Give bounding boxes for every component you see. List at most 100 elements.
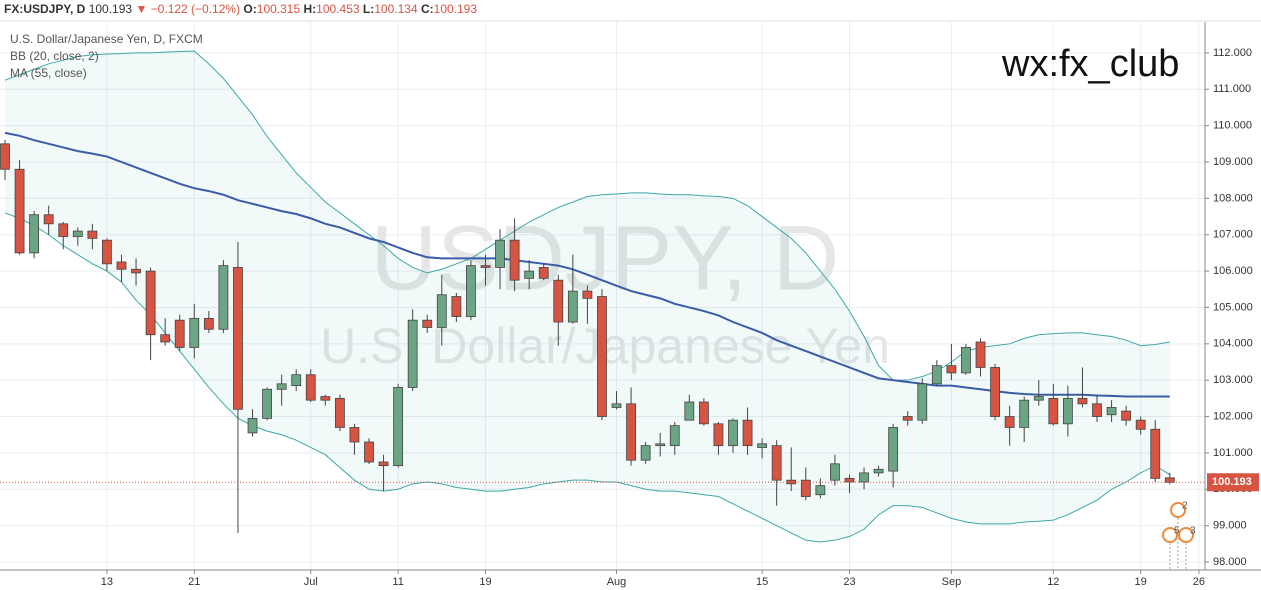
y-tick-label: 110.000 bbox=[1213, 120, 1252, 132]
ohlc-label: C: bbox=[421, 2, 434, 16]
candle-body bbox=[1004, 416, 1015, 428]
candle-body bbox=[873, 468, 884, 474]
y-tick-label: 108.000 bbox=[1213, 192, 1253, 204]
candle-body bbox=[902, 416, 913, 421]
candle-body bbox=[451, 296, 462, 317]
y-tick-label: 98.000 bbox=[1213, 556, 1247, 568]
arrow: ▼ bbox=[135, 2, 147, 16]
event-label: 5 bbox=[1174, 526, 1180, 537]
ohlc-value: 100.315 bbox=[257, 2, 301, 16]
candle-body bbox=[480, 265, 491, 268]
candle-body bbox=[567, 290, 578, 323]
candle-body bbox=[1019, 399, 1030, 428]
last-price-tag bbox=[1207, 473, 1259, 492]
candle-body bbox=[436, 294, 447, 328]
candle-body bbox=[626, 403, 636, 461]
last-price-label: 100.193 bbox=[1212, 476, 1252, 488]
symbol: FX:USDJPY, D bbox=[4, 2, 86, 16]
candle-body bbox=[291, 374, 302, 387]
event-icon bbox=[1162, 527, 1178, 543]
candle-body bbox=[1048, 397, 1059, 425]
candle-body bbox=[844, 477, 855, 483]
ohlc-value: 100.193 bbox=[434, 2, 478, 16]
candle-body bbox=[233, 267, 243, 410]
candle-body bbox=[407, 319, 418, 388]
candle-body bbox=[43, 214, 54, 225]
candle-body bbox=[524, 270, 535, 279]
candle-body bbox=[640, 445, 651, 461]
candle-body bbox=[203, 317, 214, 330]
candle-body bbox=[859, 472, 869, 483]
y-tick-label: 111.000 bbox=[1213, 83, 1251, 95]
candle-body bbox=[102, 239, 112, 265]
candle-body bbox=[364, 441, 374, 463]
event-label: 3 bbox=[1190, 526, 1196, 537]
candle-body bbox=[917, 383, 928, 421]
ohlc-value: 100.134 bbox=[374, 2, 418, 16]
candle-body bbox=[742, 419, 753, 447]
candle-body bbox=[990, 367, 1000, 417]
y-tick-label: 105.000 bbox=[1213, 301, 1253, 313]
candle-body bbox=[1150, 428, 1161, 479]
candle-body bbox=[218, 265, 229, 330]
candle-body bbox=[1164, 477, 1175, 483]
candle-body bbox=[495, 239, 505, 268]
candle-body bbox=[378, 461, 389, 467]
candle-body bbox=[58, 223, 69, 237]
candle-body bbox=[160, 334, 171, 343]
candle-body bbox=[262, 388, 272, 419]
candle-body bbox=[1033, 396, 1044, 401]
candle-body bbox=[349, 427, 360, 443]
candle-body bbox=[975, 341, 986, 368]
legend-entry: U.S. Dollar/Japanese Yen, D, FXCM bbox=[10, 32, 203, 46]
candle-body bbox=[72, 230, 83, 237]
x-tick-label: 19 bbox=[479, 576, 491, 588]
x-tick-label: Sep bbox=[942, 576, 962, 588]
candle-body bbox=[888, 427, 899, 472]
candle-body bbox=[830, 463, 840, 481]
candle-body bbox=[116, 261, 127, 270]
ohlc-value: 100.453 bbox=[316, 2, 360, 16]
candle-body bbox=[422, 319, 433, 328]
candle-body bbox=[1092, 403, 1102, 417]
candle-body bbox=[713, 423, 724, 447]
candle-body bbox=[757, 443, 768, 448]
header: FX:USDJPY, D 100.193 ▼ −0.122 (−0.12%) O… bbox=[4, 2, 477, 16]
candle-body bbox=[509, 239, 520, 281]
x-tick-label: Aug bbox=[607, 576, 627, 588]
overlay-line bbox=[4, 131, 1170, 398]
candle-body bbox=[131, 268, 141, 274]
y-tick-label: 112.000 bbox=[1213, 47, 1252, 59]
x-tick-label: 13 bbox=[101, 576, 113, 588]
candle-body bbox=[174, 319, 185, 348]
candle-body bbox=[961, 347, 971, 374]
overlay-line bbox=[4, 212, 1171, 543]
candle-body bbox=[684, 401, 695, 421]
candle-body bbox=[786, 479, 797, 485]
candle-body bbox=[582, 290, 593, 299]
candle-body bbox=[1062, 397, 1073, 425]
x-tick-label: Jul bbox=[304, 576, 318, 588]
event-icon bbox=[1170, 502, 1186, 518]
ohlc-label: O: bbox=[243, 2, 256, 16]
candle-body bbox=[1135, 419, 1146, 430]
plot-area: USDJPY, DU.S. Dollar/Japanese Yen bbox=[0, 20, 1261, 570]
x-tick-label: 11 bbox=[392, 576, 403, 588]
candle-body bbox=[29, 214, 40, 254]
candle-body bbox=[597, 296, 607, 417]
candle-body bbox=[771, 445, 782, 481]
y-tick-label: 104.000 bbox=[1213, 338, 1253, 350]
y-tick-label: 106.000 bbox=[1213, 265, 1253, 277]
candle-body bbox=[189, 317, 200, 348]
candle-body bbox=[247, 417, 258, 434]
x-tick-label: 12 bbox=[1047, 576, 1059, 588]
last: 100.193 bbox=[89, 2, 133, 16]
candle-body bbox=[393, 387, 404, 467]
ohlc-label: H: bbox=[304, 2, 317, 16]
candle-body bbox=[553, 279, 564, 323]
candle-body bbox=[946, 365, 957, 374]
y-tick-label: 107.000 bbox=[1213, 229, 1253, 241]
annotation: wx:fx_club bbox=[1001, 43, 1179, 85]
